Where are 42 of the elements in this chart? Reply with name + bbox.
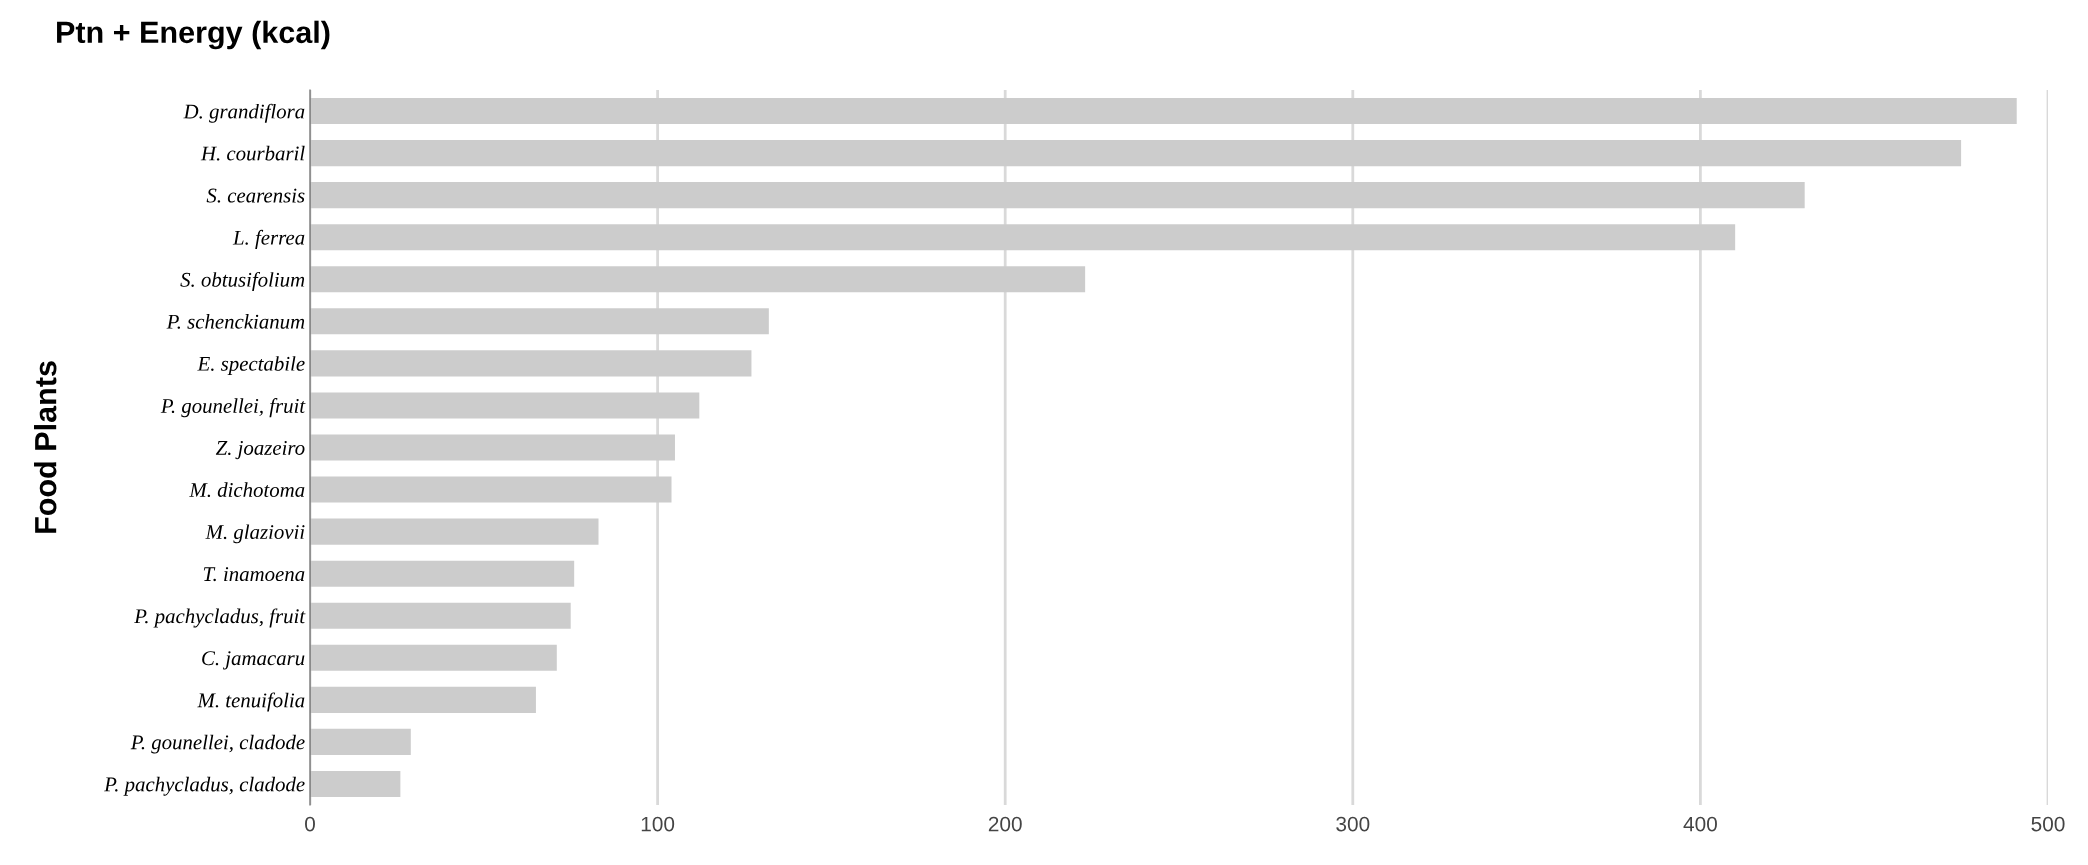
y-tick-label: D. grandiflora xyxy=(183,103,305,123)
y-tick-label: S. obtusifolium xyxy=(180,271,305,292)
bar xyxy=(310,97,2017,125)
bar xyxy=(310,560,575,587)
y-tick-label: S. cearensis xyxy=(206,188,305,203)
bar xyxy=(310,644,557,671)
x-tick-label: 300 xyxy=(1336,816,1370,832)
y-tick-label: T. inamoena xyxy=(203,567,305,582)
bar xyxy=(310,182,1805,209)
chart-title: Ptn + Energy (kcal) xyxy=(57,20,330,50)
y-tick-label: P. gounellei, fruit xyxy=(160,398,306,418)
bar xyxy=(310,476,672,503)
y-tick-label: P. pachycladus, fruit xyxy=(134,608,306,628)
x-tick-label: 100 xyxy=(641,816,675,832)
bar xyxy=(310,392,700,419)
bar xyxy=(310,770,401,798)
bar xyxy=(310,140,1962,167)
y-tick-label: P. pachycladus, cladode xyxy=(104,776,305,796)
y-tick-label: C. jamacaru xyxy=(202,651,305,670)
bar xyxy=(310,308,769,335)
x-tick-label: 400 xyxy=(1683,816,1717,832)
y-tick-label: H. courbaril xyxy=(200,145,305,161)
bar xyxy=(310,686,536,713)
y-tick-label: P. gounellei, cladode xyxy=(130,734,305,754)
bar xyxy=(310,602,571,629)
bar xyxy=(310,266,1086,293)
y-tick-label: L. ferrea xyxy=(232,229,305,249)
bar xyxy=(310,728,411,755)
y-tick-label: M. dichotoma xyxy=(189,482,305,498)
x-tick-label: 500 xyxy=(2031,816,2065,832)
bar xyxy=(310,434,675,461)
y-tick-label: P. schenckianum xyxy=(166,314,305,329)
y-axis-title: Food Plants xyxy=(34,361,57,533)
x-tick-label: 0 xyxy=(305,816,315,832)
y-tick-label: M. glaziovii xyxy=(205,524,305,544)
bar xyxy=(310,350,752,377)
bar xyxy=(310,518,599,545)
y-tick-label: Z. joazeiro xyxy=(215,440,305,460)
y-tick-label: M. tenuifolia xyxy=(197,692,305,712)
bar xyxy=(310,224,1736,251)
x-tick-label: 200 xyxy=(988,816,1022,832)
y-tick-label: E. spectabile xyxy=(197,356,305,376)
